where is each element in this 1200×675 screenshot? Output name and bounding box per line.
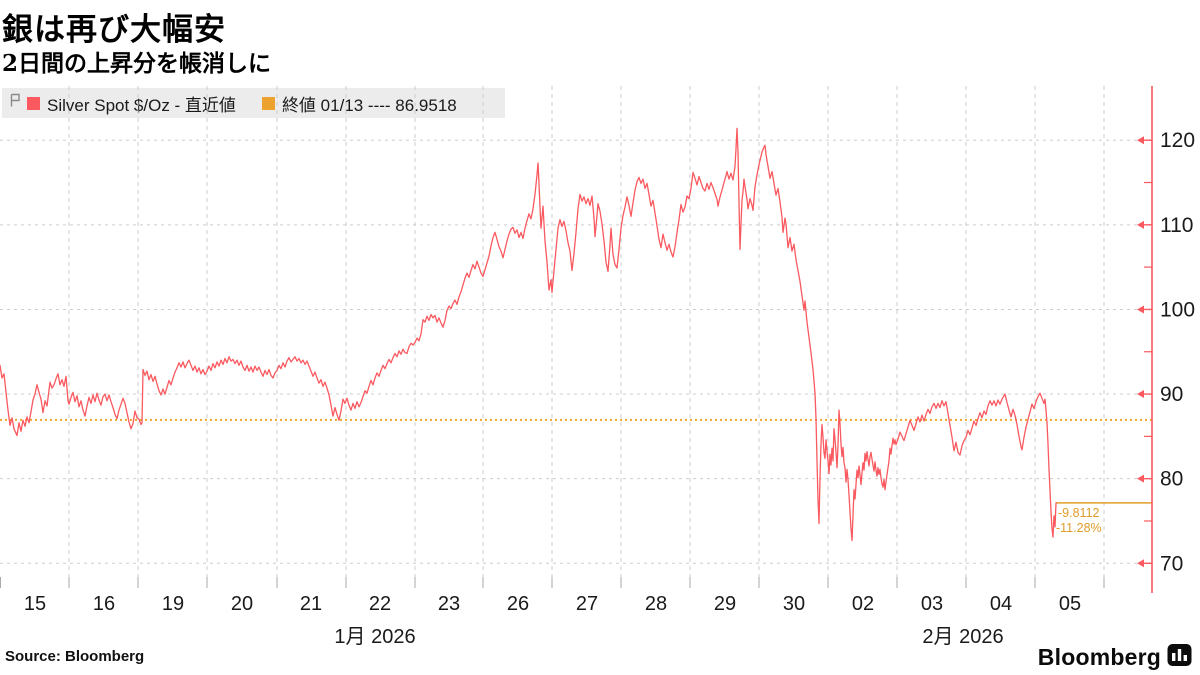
bloomberg-logo-text: Bloomberg [1037,644,1161,670]
x-tick-label: 22 [369,593,391,615]
y-tick-arrow [1137,474,1144,483]
y-tick-arrow [1137,390,1144,399]
y-tick-label: 80 [1160,468,1183,491]
series2-label: 終値 01/13 ---- 86.9518 [281,95,457,115]
x-tick-label: 05 [1059,593,1081,615]
y-tick-label: 110 [1160,214,1193,237]
chart-legend: Silver Spot $/Oz - 直近値 終値 01/13 ---- 86.… [2,88,505,118]
y-tick-label: 70 [1160,552,1183,575]
y-tick-arrow [1137,305,1144,314]
x-tick-label: 29 [714,593,736,615]
bloomberg-chart-icon [1167,643,1192,672]
x-tick-label: 23 [438,593,460,615]
series1-label: Silver Spot $/Oz - 直近値 [47,95,236,115]
series2-swatch [261,96,275,110]
source-credit: Source: Bloomberg [5,648,145,665]
y-tick-arrow [1137,136,1144,145]
x-tick-label: 26 [507,593,529,615]
security-flag-icon [9,93,21,113]
x-tick-label: 19 [162,593,184,615]
x-tick-label: 30 [783,593,805,615]
x-axis-month-label-feb: 2月 2026 [922,626,1004,648]
x-tick-label: 02 [852,593,874,615]
x-tick-label: 20 [231,593,253,615]
y-tick-label: 100 [1160,298,1195,321]
last-price-pct-annotation: -11.28% [1056,521,1102,535]
x-tick-label: 16 [93,593,115,615]
x-axis-month-label-jan: 1月 2026 [334,626,416,648]
x-tick-label: 21 [300,593,322,615]
y-tick-arrow [1137,220,1144,229]
series1-swatch [27,96,40,110]
price-series-line [0,127,1057,542]
x-tick-label: 15 [24,593,46,615]
x-tick-label: 04 [990,593,1012,615]
y-tick-label: 90 [1160,383,1183,406]
page-subtitle: 2日間の上昇分を帳消しに [2,50,272,77]
y-tick-label: 120 [1160,129,1195,152]
x-tick-label: 27 [576,593,598,615]
x-tick-label: 03 [921,593,943,615]
y-tick-arrow [1137,559,1144,568]
bloomberg-logo: Bloomberg [1038,643,1192,672]
x-tick-label: 28 [645,593,667,615]
last-price-change-annotation: -9.8112 [1058,506,1100,520]
page-title: 銀は再び大幅安 [2,12,226,48]
